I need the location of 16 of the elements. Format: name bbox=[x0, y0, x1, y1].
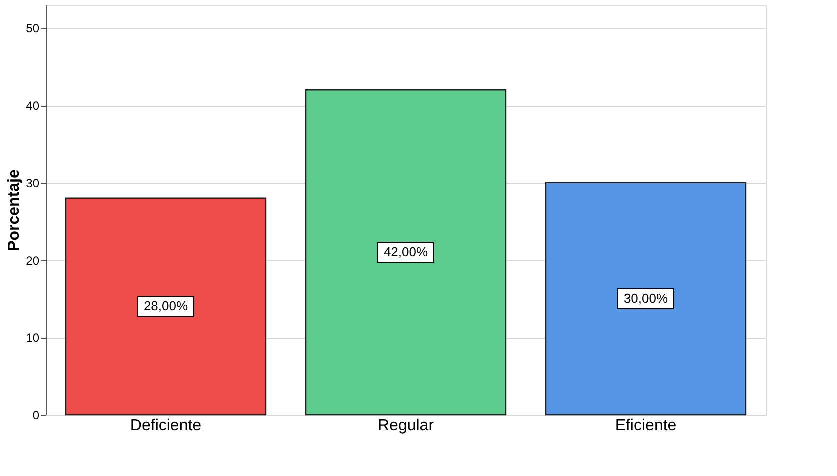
y-tick-label: 20 bbox=[26, 254, 40, 268]
bar bbox=[305, 89, 507, 416]
x-tick-label: Eficiente bbox=[615, 418, 677, 434]
bar bbox=[65, 198, 267, 416]
data-label: 42,00% bbox=[384, 244, 428, 260]
y-axis-title: Porcentaje bbox=[6, 169, 24, 252]
y-tick-label: 0 bbox=[32, 408, 40, 422]
y-tick-label: 50 bbox=[26, 22, 40, 36]
data-label: 28,00% bbox=[144, 298, 188, 314]
x-tick-label: Deficiente bbox=[130, 418, 202, 434]
y-tick-label: 30 bbox=[26, 176, 40, 190]
x-tick-label: Regular bbox=[378, 418, 435, 434]
data-label: 30,00% bbox=[624, 290, 668, 306]
y-tick-label: 40 bbox=[26, 99, 40, 114]
y-tick-label: 10 bbox=[26, 331, 40, 346]
bar bbox=[545, 182, 747, 416]
